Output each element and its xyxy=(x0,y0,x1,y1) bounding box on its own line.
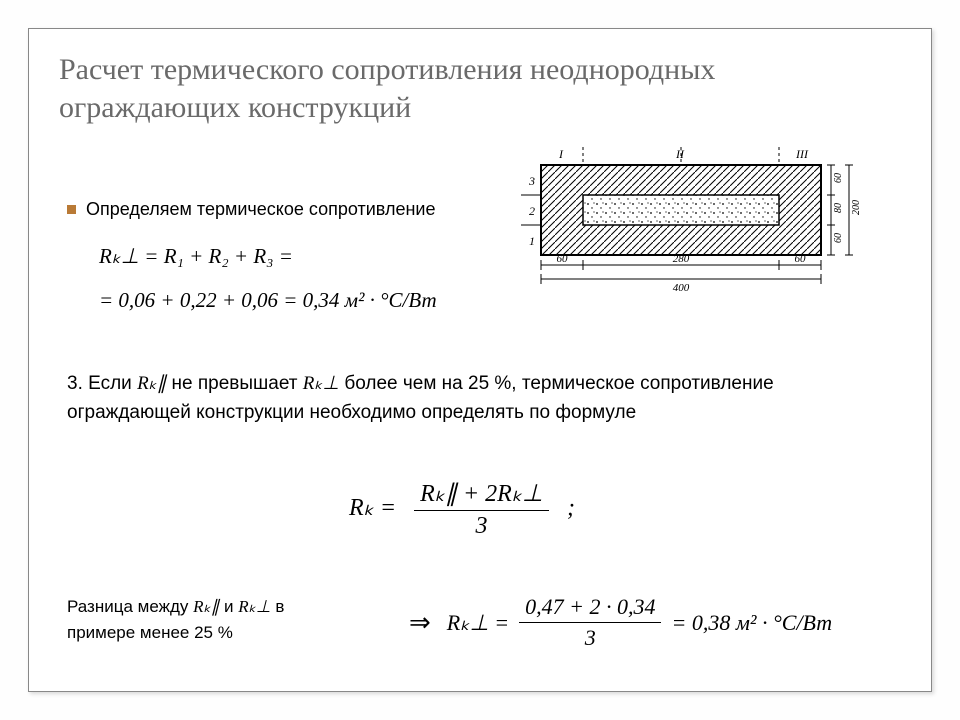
svg-text:60: 60 xyxy=(833,233,844,243)
bullet-line: Определяем термическое сопротивление xyxy=(67,199,435,220)
mid-num: Rₖ∥ + 2Rₖ⊥ xyxy=(414,479,549,511)
page-title: Расчет термического сопротивления неодно… xyxy=(59,51,901,126)
formula-2: = 0,06 + 0,22 + 0,06 = 0,34 м² · °С/Вт xyxy=(99,283,437,319)
note-rk-par: Rₖ∥ xyxy=(193,597,219,616)
bot-left: Rₖ⊥ = xyxy=(447,610,509,636)
svg-text:60: 60 xyxy=(833,173,844,183)
rk-perp: Rₖ⊥ xyxy=(303,373,339,394)
bot-num: 0,47 + 2 · 0,34 xyxy=(519,594,661,623)
para-mid1: не превышает xyxy=(172,373,303,394)
formula-1: Rₖ⊥ = R₁ + R₂ + R₃ = xyxy=(99,239,293,275)
mid-den: 3 xyxy=(414,511,549,540)
svg-text:60: 60 xyxy=(795,253,807,265)
svg-text:60: 60 xyxy=(557,253,569,265)
paragraph: 3. Если Rₖ∥ не превышает Rₖ⊥ более чем н… xyxy=(67,369,887,428)
implies-arrow: ⇒ xyxy=(409,608,431,638)
svg-text:400: 400 xyxy=(673,282,690,294)
svg-text:80: 80 xyxy=(833,203,844,213)
cross-section-diagram: 3 2 1 I II III 60 280 60 400 xyxy=(501,145,901,315)
slide: Расчет термического сопротивления неодно… xyxy=(28,28,932,692)
bot-den: 3 xyxy=(519,623,661,651)
note-and: и xyxy=(224,597,238,616)
svg-text:II: II xyxy=(675,147,685,161)
mid-fraction: Rₖ∥ + 2Rₖ⊥ 3 xyxy=(414,479,549,540)
rk-parallel: Rₖ∥ xyxy=(137,373,166,394)
para-prefix: 3. Если xyxy=(67,373,137,394)
bullet-square xyxy=(67,205,76,214)
formula-bottom: ⇒ Rₖ⊥ = 0,47 + 2 · 0,34 3 = 0,38 м² · °С… xyxy=(409,594,832,651)
svg-text:I: I xyxy=(558,147,564,161)
bullet-text: Определяем термическое сопротивление xyxy=(86,199,435,220)
svg-text:1: 1 xyxy=(529,234,535,248)
formula-mid: Rₖ = Rₖ∥ + 2Rₖ⊥ 3 ; xyxy=(349,479,575,540)
bot-eq: = 0,38 м² · °С/Вт xyxy=(671,610,832,636)
svg-text:200: 200 xyxy=(851,200,862,215)
note: Разница между Rₖ∥ и Rₖ⊥ в примере менее … xyxy=(67,594,327,645)
note-rk-perp: Rₖ⊥ xyxy=(238,597,270,616)
note-l1: Разница между xyxy=(67,597,193,616)
svg-text:3: 3 xyxy=(528,174,535,188)
bot-fraction: 0,47 + 2 · 0,34 3 xyxy=(519,594,661,651)
svg-text:2: 2 xyxy=(529,204,535,218)
mid-left: Rₖ = xyxy=(349,495,396,521)
svg-text:280: 280 xyxy=(673,253,690,265)
mid-semi: ; xyxy=(567,495,575,521)
svg-text:III: III xyxy=(795,147,809,161)
